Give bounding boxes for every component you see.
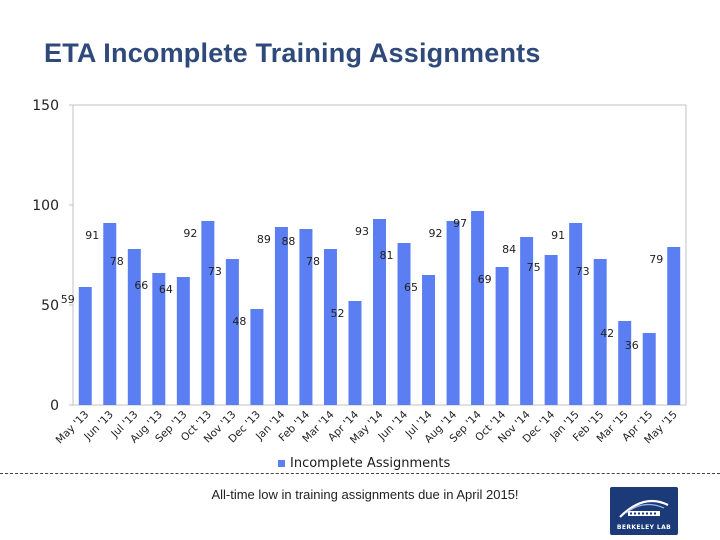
y-tick-label: 100 — [32, 198, 59, 214]
bar — [446, 221, 460, 405]
legend-label: Incomplete Assignments — [290, 456, 451, 471]
bar — [544, 255, 558, 405]
bar — [495, 267, 509, 405]
bar — [274, 227, 288, 405]
data-label: 78 — [110, 255, 124, 268]
data-label: 91 — [551, 229, 565, 242]
y-tick-label: 0 — [50, 398, 59, 414]
bar — [348, 301, 362, 405]
data-label: 75 — [527, 261, 541, 274]
data-label: 65 — [404, 281, 418, 294]
data-labels: 59 91 78 66 64 92 73 48 89 88 78 52 93 81 65 92 97 69 84 75… — [61, 217, 663, 352]
data-label: 48 — [232, 315, 246, 328]
data-label: 89 — [257, 233, 271, 246]
bar — [642, 333, 656, 405]
divider — [0, 473, 720, 474]
bar — [667, 247, 681, 405]
data-label: 88 — [281, 235, 295, 248]
bar-chart: 0 50 100 150 59 91 78 66 64 92 73 48 89 88 78 52 93 81 65… — [32, 98, 687, 446]
data-label: 93 — [355, 225, 369, 238]
data-label: 73 — [576, 265, 590, 278]
bar — [103, 223, 117, 405]
bar — [78, 287, 92, 405]
bar — [593, 259, 607, 405]
logo-text: BERKELEY LAB — [616, 524, 672, 531]
data-label: 64 — [159, 283, 173, 296]
data-label: 92 — [429, 227, 443, 240]
data-label: 42 — [600, 327, 614, 340]
bar — [422, 275, 436, 405]
data-label: 73 — [208, 265, 222, 278]
data-label: 59 — [61, 293, 75, 306]
data-label: 91 — [85, 229, 99, 242]
data-label: 84 — [502, 243, 516, 256]
y-tick-label: 150 — [32, 98, 59, 114]
chart-title: ETA Incomplete Training Assignments — [44, 38, 541, 68]
bar — [176, 277, 190, 405]
bar — [201, 221, 215, 405]
y-axis-ticks: 0 50 100 150 — [32, 98, 73, 414]
data-label: 52 — [330, 307, 344, 320]
bar-series — [78, 211, 681, 405]
data-label: 78 — [306, 255, 320, 268]
bar — [520, 237, 534, 405]
lab-building-icon — [619, 499, 669, 518]
data-label: 79 — [649, 253, 663, 266]
bar — [299, 229, 313, 405]
bar — [373, 219, 386, 405]
data-label: 66 — [134, 279, 148, 292]
data-label: 92 — [183, 227, 197, 240]
bar — [618, 321, 632, 405]
bar — [250, 309, 264, 405]
data-label: 81 — [380, 249, 394, 262]
y-tick-label: 50 — [41, 298, 59, 314]
bar — [569, 223, 583, 405]
bar — [127, 249, 141, 405]
bar — [152, 273, 166, 405]
bar — [397, 243, 411, 405]
caption: All-time low in training assignments due… — [211, 487, 519, 502]
bar — [323, 249, 337, 405]
data-label: 97 — [453, 217, 467, 230]
berkeley-lab-logo: BERKELEY LAB — [610, 487, 678, 535]
data-label: 36 — [625, 339, 639, 352]
bar — [225, 259, 239, 405]
bar — [471, 211, 485, 405]
x-tick-label: May '13 — [54, 409, 92, 447]
data-label: 69 — [478, 273, 492, 286]
legend-swatch — [278, 460, 285, 467]
legend: Incomplete Assignments — [278, 456, 450, 471]
